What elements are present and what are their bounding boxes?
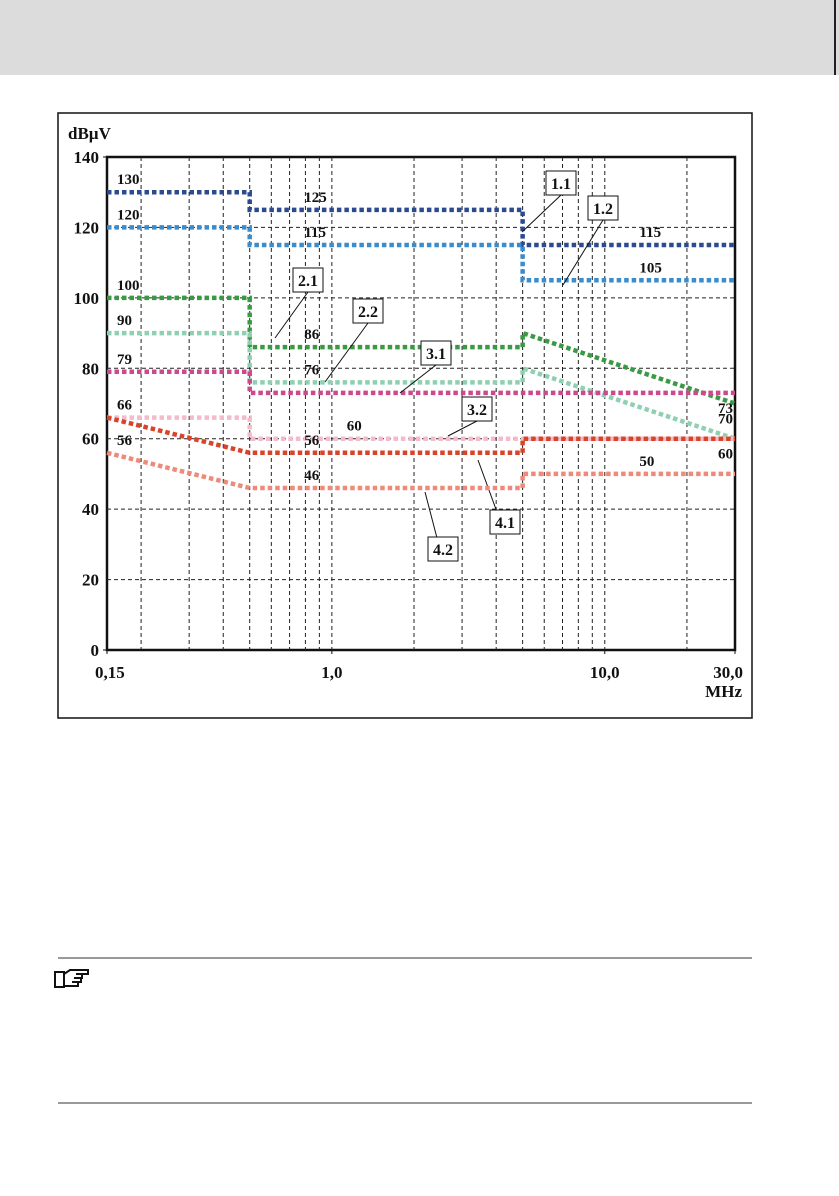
x-axis-label: MHz <box>705 682 742 701</box>
callout-leader <box>521 194 562 233</box>
callout-box <box>352 298 384 324</box>
callout-box <box>587 195 619 221</box>
callout-box <box>420 340 452 366</box>
data-label: 79 <box>117 352 132 368</box>
series-line <box>107 415 735 441</box>
data-label: 56 <box>117 433 133 449</box>
callout-leader <box>447 420 478 437</box>
data-label: 66 <box>117 398 133 414</box>
plot: 0 20 40 60 80 100 120 140 0,15 1,0 10,0 30,0 130 125 1… <box>74 148 744 682</box>
data-label: 120 <box>117 207 140 223</box>
legend-entry: 3.1 <box>426 346 446 363</box>
data-label: 60 <box>718 447 733 463</box>
x-tick-label: 30,0 <box>713 663 743 682</box>
x-tick-label: 0,15 <box>95 663 125 682</box>
callout-box <box>292 267 324 293</box>
data-label: 56 <box>304 433 320 449</box>
x-tick-label: 1,0 <box>321 663 342 682</box>
callout-leader <box>399 364 437 394</box>
legend-entry: 4.2 <box>433 542 453 559</box>
series-line <box>106 450 735 491</box>
chart-frame <box>57 112 753 719</box>
callout-leader <box>562 219 604 286</box>
y-axis-label: dBµV <box>68 124 112 143</box>
note-icon <box>54 969 89 988</box>
data-label: 105 <box>639 260 662 276</box>
data-label: 46 <box>304 468 320 484</box>
legend-entry: 1.2 <box>593 201 613 218</box>
data-label: 90 <box>117 313 132 329</box>
legend-entry: 4.1 <box>495 515 515 532</box>
callout-box <box>489 509 521 535</box>
callout-leader <box>324 322 369 383</box>
series-line <box>107 189 735 248</box>
data-label: 125 <box>304 190 327 206</box>
y-tick-label: 40 <box>82 500 99 519</box>
data-label: 73 <box>718 401 733 417</box>
series-line <box>107 225 735 283</box>
y-tick-label: 80 <box>82 359 99 378</box>
data-label: 60 <box>347 419 362 435</box>
data-label: 76 <box>304 362 320 378</box>
callout-box <box>545 170 577 196</box>
data-label: 130 <box>117 172 140 188</box>
y-tick-label: 140 <box>74 148 100 167</box>
series-line <box>106 415 735 456</box>
data-label: 115 <box>639 225 661 241</box>
series-line <box>107 369 735 396</box>
data-label: 86 <box>304 327 320 343</box>
legend-entry: 2.2 <box>358 304 378 321</box>
legend-entry: 1.1 <box>551 176 571 193</box>
legend-entry: 2.1 <box>298 273 318 290</box>
callout-leader <box>274 291 309 339</box>
y-tick-label: 100 <box>74 289 100 308</box>
data-label: 115 <box>304 225 326 241</box>
callout-box <box>461 396 493 422</box>
y-tick-label: 0 <box>91 641 100 660</box>
data-label: 70 <box>718 412 733 428</box>
plot-area <box>105 155 737 652</box>
y-tick-label: 20 <box>82 571 99 590</box>
y-tick-label: 120 <box>74 218 100 237</box>
legend-entry: 3.2 <box>467 402 487 419</box>
callout-box <box>427 536 459 562</box>
data-label: 100 <box>117 278 140 294</box>
y-tick-label: 60 <box>82 430 99 449</box>
header-band <box>0 0 839 75</box>
data-label: 50 <box>639 454 654 470</box>
x-tick-label: 10,0 <box>590 663 620 682</box>
